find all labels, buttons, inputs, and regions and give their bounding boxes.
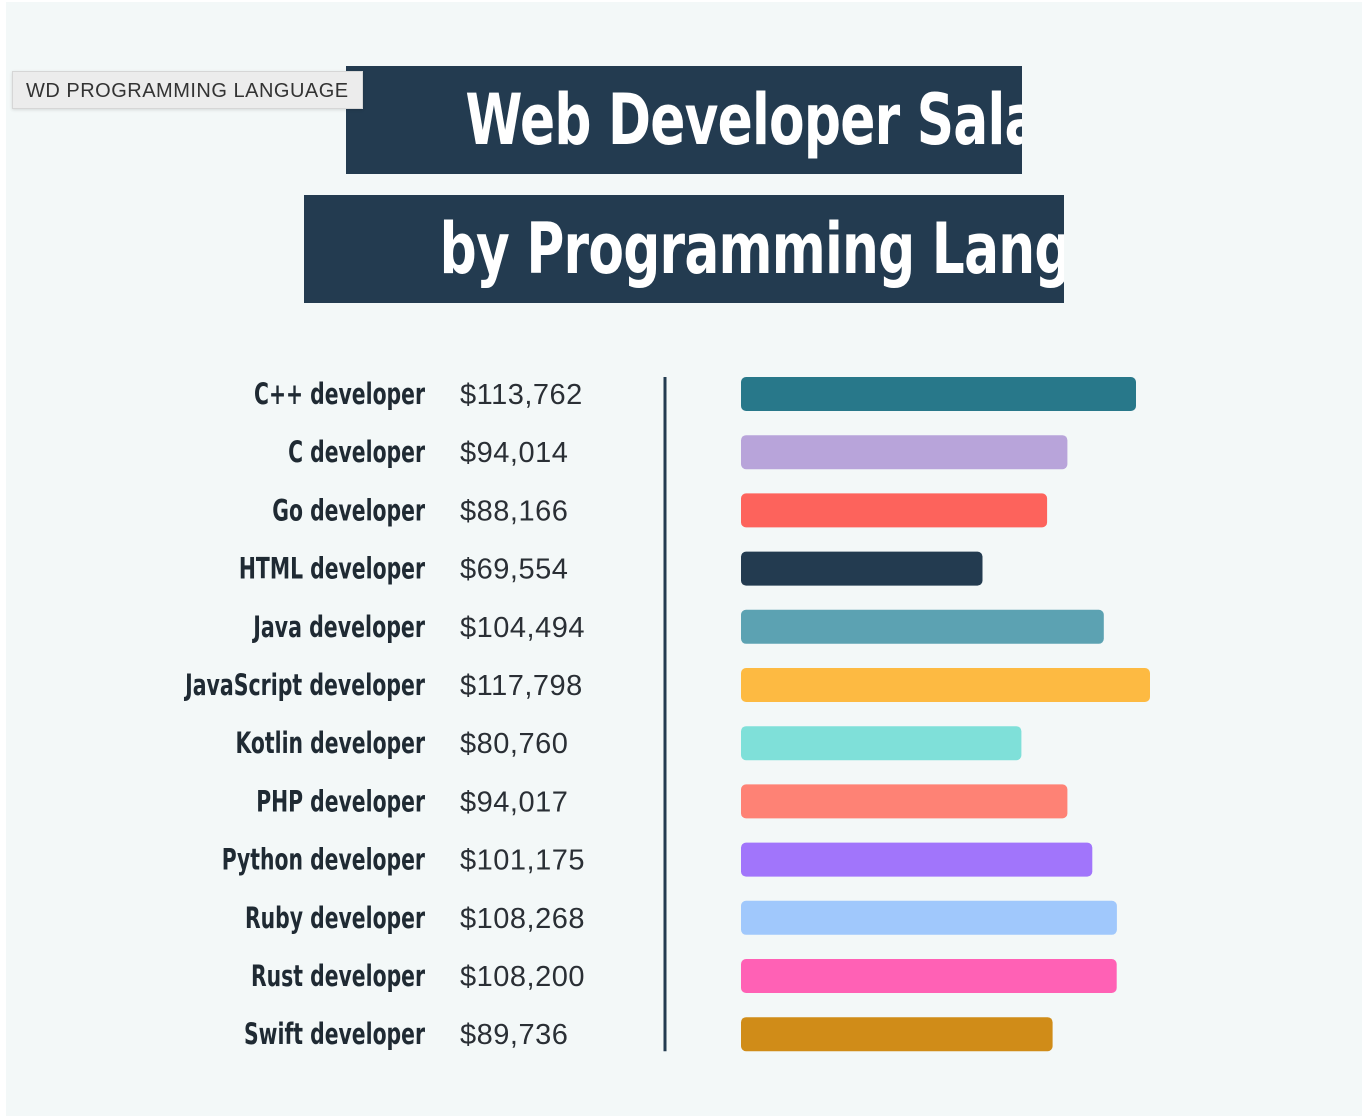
salary-value-label: $80,760	[460, 728, 568, 760]
salary-bar	[741, 551, 983, 586]
salary-value-label: $108,268	[460, 903, 585, 935]
salary-value-label: $104,494	[460, 612, 585, 644]
category-label: Kotlin developer	[236, 726, 426, 760]
salary-value-label: $69,554	[460, 554, 568, 586]
salary-value-label: $94,017	[460, 786, 568, 818]
title-line-1-box: Web Developer Salaries	[346, 66, 1022, 174]
salary-bar	[741, 784, 1068, 819]
category-label: JavaScript developer	[184, 668, 426, 702]
salary-bar	[741, 668, 1150, 702]
salary-bar	[741, 900, 1117, 935]
salary-value-label: $89,736	[460, 1019, 568, 1051]
salary-value-label: $101,175	[460, 845, 585, 877]
salary-bar	[741, 493, 1048, 528]
salary-bar	[741, 609, 1104, 644]
category-label: Rust developer	[251, 959, 425, 993]
salary-value-label: $94,014	[460, 437, 568, 469]
salary-bar	[741, 959, 1117, 993]
salary-value-label: $88,166	[460, 495, 568, 527]
category-label: PHP developer	[256, 784, 425, 818]
category-label: Go developer	[272, 493, 425, 527]
title-line-1: Web Developer Salaries	[465, 79, 1022, 161]
category-label: HTML developer	[239, 552, 425, 586]
category-label: C++ developer	[254, 377, 425, 411]
salary-bar	[741, 726, 1022, 761]
salary-bar	[741, 842, 1093, 877]
salary-bar	[741, 1017, 1053, 1052]
category-label: Ruby developer	[245, 901, 425, 935]
image-tag: WD PROGRAMMING LANGUAGE	[12, 71, 363, 109]
salary-value-label: $113,762	[460, 379, 583, 411]
category-label: Swift developer	[244, 1017, 425, 1051]
salary-value-label: $108,200	[460, 961, 585, 993]
salary-bar	[741, 435, 1068, 470]
category-label: Python developer	[222, 843, 425, 877]
title-line-2: by Programming Language	[439, 208, 1064, 290]
category-label: C developer	[288, 435, 425, 469]
infographic-background	[6, 2, 1362, 1116]
title-line-2-box: by Programming Language	[304, 195, 1064, 303]
salary-value-label: $117,798	[460, 670, 583, 702]
salary-bar	[741, 377, 1136, 411]
category-label: Java developer	[252, 610, 425, 644]
